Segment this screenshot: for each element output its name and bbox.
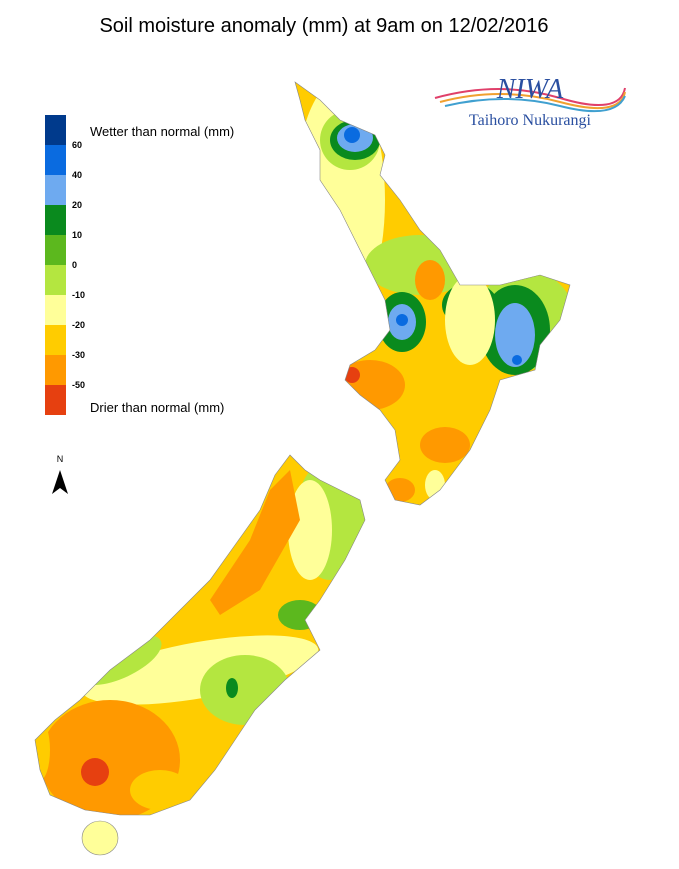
- legend-swatch: [45, 295, 66, 325]
- legend-swatch: [45, 265, 66, 295]
- legend-label: 10: [72, 230, 82, 240]
- legend-swatch: [45, 175, 66, 205]
- logo-swoosh: [444, 95, 626, 113]
- legend-swatch: [45, 205, 66, 235]
- title: Soil moisture anomaly (mm) at 9am on 12/…: [99, 15, 548, 37]
- legend-label: 60: [72, 140, 82, 150]
- logo-swoosh: [439, 91, 626, 109]
- north-island: [295, 82, 570, 505]
- logo: NIWA Taihoro Nukurangi: [434, 74, 626, 129]
- logo-name: NIWA: [496, 74, 564, 105]
- legend-wetter: Wetter than normal (mm): [90, 124, 234, 139]
- legend-swatch: [45, 235, 66, 265]
- legend-swatch: [45, 385, 66, 415]
- logo-subtitle: Taihoro Nukurangi: [469, 112, 592, 129]
- legend-drier: Drier than normal (mm): [90, 400, 224, 415]
- legend-label: -30: [72, 350, 85, 360]
- legend-swatch: [45, 355, 66, 385]
- legend-label: -10: [72, 290, 85, 300]
- legend-swatch: [45, 115, 66, 145]
- south-island: [35, 455, 365, 815]
- stewart-island: [81, 820, 119, 856]
- legend-label: 0: [72, 260, 77, 270]
- legend: Wetter than normal (mm) Drier than norma…: [45, 115, 234, 415]
- legend-swatch: [45, 145, 66, 175]
- legend-label: -20: [72, 320, 85, 330]
- north-arrow: N: [52, 454, 68, 494]
- logo-swoosh: [434, 87, 626, 107]
- legend-label: -50: [72, 380, 85, 390]
- north-arrow-shape: [52, 470, 68, 494]
- north-label: N: [57, 454, 64, 464]
- legend-swatch: [45, 325, 66, 355]
- legend-label: 40: [72, 170, 82, 180]
- legend-label: 20: [72, 200, 82, 210]
